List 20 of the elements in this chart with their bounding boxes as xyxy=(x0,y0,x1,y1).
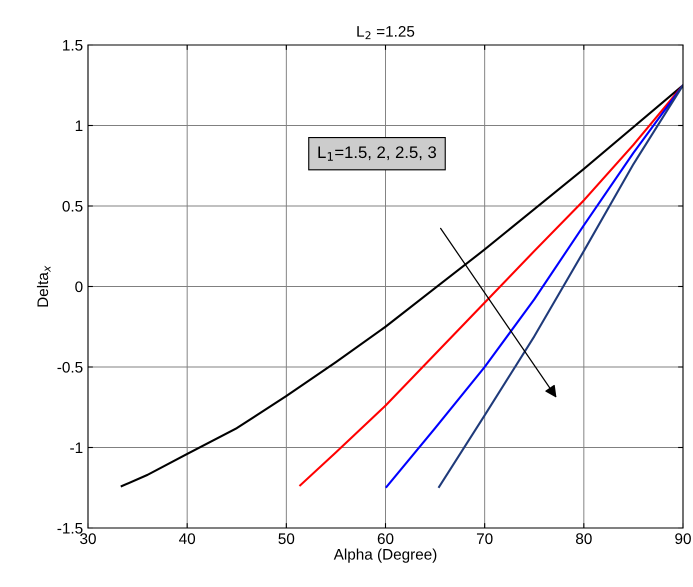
y-tick-label: 0.5 xyxy=(62,200,82,212)
chart-title: L$_{2}$ =1.25 xyxy=(357,26,414,40)
y-tick-label: -0.5 xyxy=(57,362,82,373)
y-tick-label: -1 xyxy=(70,442,82,454)
x-tick-label: 70 xyxy=(476,533,493,544)
y-tick-label: -1.5 xyxy=(57,523,82,534)
x-tick-label: 50 xyxy=(278,533,294,544)
line-series xyxy=(438,84,683,488)
x-axis-title: Alpha (Degree) xyxy=(334,548,436,563)
y-axis-title: Delta$_{x}$ xyxy=(36,266,51,307)
x-tick-label: 90 xyxy=(675,533,691,544)
y-tick-label: 1.5 xyxy=(63,40,82,51)
x-tick-label: 60 xyxy=(378,533,394,544)
y-tick-label: 1 xyxy=(76,120,82,132)
annotation: L$_{1}$=1.5, 2, 2.5, 3 xyxy=(318,146,436,161)
x-tick-label: 40 xyxy=(179,533,196,544)
y-tick-label: 0 xyxy=(75,281,83,292)
x-tick-label: 30 xyxy=(80,533,96,544)
line-series xyxy=(299,84,683,486)
x-tick-label: 80 xyxy=(576,533,592,544)
